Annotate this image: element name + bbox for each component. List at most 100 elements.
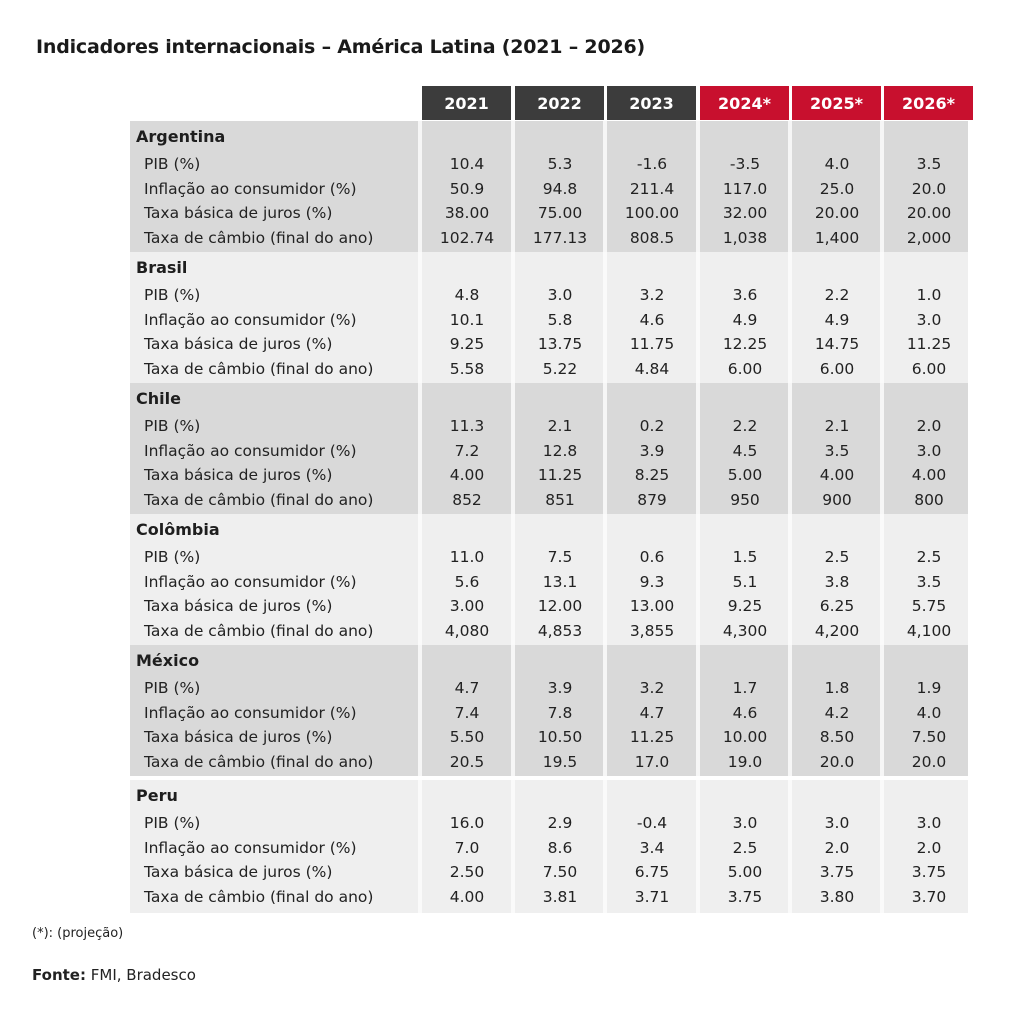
value-cell: 19.0 <box>727 753 763 771</box>
country-name: Brasil <box>136 258 188 277</box>
value-cell: 4.00 <box>911 466 947 484</box>
value-cell: 9.3 <box>639 573 665 591</box>
value-cell: 117.0 <box>722 180 768 198</box>
value-cell: 3.9 <box>639 442 665 460</box>
row-label: Taxa básica de juros (%) <box>144 204 333 222</box>
value-cell: 8.25 <box>634 466 670 484</box>
value-cell: 2.0 <box>916 417 942 435</box>
country-name: México <box>136 651 200 670</box>
column-separator <box>788 514 792 645</box>
value-cell: 177.13 <box>532 229 588 247</box>
footnote: (*): (projeção) <box>32 926 124 941</box>
table-row: PIB (%) 16.0 2.9 -0.4 3.0 3.0 3.0 <box>130 814 968 838</box>
value-cell: 4.0 <box>824 155 850 173</box>
value-cell: 3.5 <box>916 155 942 173</box>
value-cell: 5.00 <box>727 863 763 881</box>
value-cell: 3.0 <box>547 286 573 304</box>
value-cell: 7.4 <box>454 704 480 722</box>
value-cell: 7.0 <box>454 839 480 857</box>
row-label: Taxa básica de juros (%) <box>144 335 333 353</box>
value-cell: 6.25 <box>819 597 855 615</box>
row-label: PIB (%) <box>144 548 201 566</box>
row-label: Taxa de câmbio (final do ano) <box>144 622 374 640</box>
value-cell: 2.5 <box>732 839 758 857</box>
column-separator <box>418 383 422 514</box>
table-row: Taxa básica de juros (%) 3.00 12.00 13.00 9.… <box>130 597 968 621</box>
value-cell: 25.0 <box>819 180 855 198</box>
table-row: Taxa de câmbio (final do ano) 4,080 4,853 3… <box>130 622 968 646</box>
value-cell: 3.71 <box>634 888 670 906</box>
value-cell: 4.0 <box>916 704 942 722</box>
value-cell: 1.8 <box>824 679 850 697</box>
column-separator <box>418 514 422 645</box>
column-separator <box>418 252 422 383</box>
table-row: Taxa básica de juros (%) 4.00 11.25 8.25 5.0… <box>130 466 968 490</box>
table-row: Taxa de câmbio (final do ano) 20.5 19.5 17.… <box>130 753 968 777</box>
column-separator <box>696 383 700 514</box>
table-row: PIB (%) 11.3 2.1 0.2 2.2 2.1 2.0 <box>130 417 968 441</box>
table-row: Taxa de câmbio (final do ano) 5.58 5.22 4.8… <box>130 360 968 384</box>
value-cell: 3.0 <box>916 814 942 832</box>
country-name: Colômbia <box>136 520 220 539</box>
row-label: Taxa de câmbio (final do ano) <box>144 888 374 906</box>
value-cell: 12.8 <box>542 442 578 460</box>
value-cell: 851 <box>545 491 575 509</box>
value-cell: 3.6 <box>732 286 758 304</box>
value-cell: 3.70 <box>911 888 947 906</box>
row-label: Inflação ao consumidor (%) <box>144 573 357 591</box>
value-cell: 3.5 <box>824 442 850 460</box>
value-cell: 4.00 <box>449 466 485 484</box>
value-cell: 13.1 <box>542 573 578 591</box>
column-separator <box>696 121 700 252</box>
value-cell: 4.7 <box>639 704 665 722</box>
source-line: Fonte: FMI, Bradesco <box>32 966 196 984</box>
country-block-2: Chile PIB (%) 11.3 2.1 0.2 2.2 2.1 2.0 Inflação … <box>130 383 968 514</box>
row-label: Taxa de câmbio (final do ano) <box>144 491 374 509</box>
row-label: Taxa básica de juros (%) <box>144 466 333 484</box>
table-row: Inflação ao consumidor (%) 7.4 7.8 4.7 4.6 4.… <box>130 704 968 728</box>
value-cell: 11.25 <box>629 728 675 746</box>
table-row: Taxa de câmbio (final do ano) 852 851 879 95… <box>130 491 968 515</box>
value-cell: 12.25 <box>722 335 768 353</box>
value-cell: 6.00 <box>727 360 763 378</box>
value-cell: 3.0 <box>732 814 758 832</box>
column-separator <box>696 645 700 776</box>
country-block-3: Colômbia PIB (%) 11.0 7.5 0.6 1.5 2.5 2.5 Inflaç… <box>130 514 968 645</box>
column-separator <box>788 383 792 514</box>
value-cell: 10.4 <box>449 155 485 173</box>
value-cell: 5.50 <box>449 728 485 746</box>
value-cell: 3.0 <box>916 442 942 460</box>
country-name: Argentina <box>136 127 226 146</box>
value-cell: 10.50 <box>537 728 583 746</box>
table-row: Taxa de câmbio (final do ano) 102.74 177.1… <box>130 229 968 253</box>
value-cell: 8.6 <box>547 839 573 857</box>
value-cell: 11.3 <box>449 417 485 435</box>
column-separator <box>880 780 884 913</box>
table-row: Taxa de câmbio (final do ano) 4.00 3.81 3.7… <box>130 888 968 912</box>
value-cell: 9.25 <box>727 597 763 615</box>
value-cell: 900 <box>822 491 852 509</box>
value-cell: 3.8 <box>824 573 850 591</box>
value-cell: 5.3 <box>547 155 573 173</box>
value-cell: 852 <box>452 491 482 509</box>
value-cell: 17.0 <box>634 753 670 771</box>
value-cell: 0.2 <box>639 417 665 435</box>
value-cell: 6.00 <box>911 360 947 378</box>
table-row: Taxa básica de juros (%) 38.00 75.00 100.00… <box>130 204 968 228</box>
column-separator <box>603 121 607 252</box>
value-cell: 5.58 <box>449 360 485 378</box>
column-separator <box>511 780 515 913</box>
column-separator <box>788 121 792 252</box>
row-label: PIB (%) <box>144 155 201 173</box>
year-header-2022: 2022 <box>515 86 604 120</box>
value-cell: 7.2 <box>454 442 480 460</box>
column-separator <box>603 645 607 776</box>
value-cell: 5.22 <box>542 360 578 378</box>
value-cell: 1.7 <box>732 679 758 697</box>
value-cell: 10.1 <box>449 311 485 329</box>
value-cell: 19.5 <box>542 753 578 771</box>
column-separator <box>880 383 884 514</box>
value-cell: 4.84 <box>634 360 670 378</box>
table-row: Inflação ao consumidor (%) 50.9 94.8 211.4 1… <box>130 180 968 204</box>
year-header-2025: 2025* <box>792 86 881 120</box>
